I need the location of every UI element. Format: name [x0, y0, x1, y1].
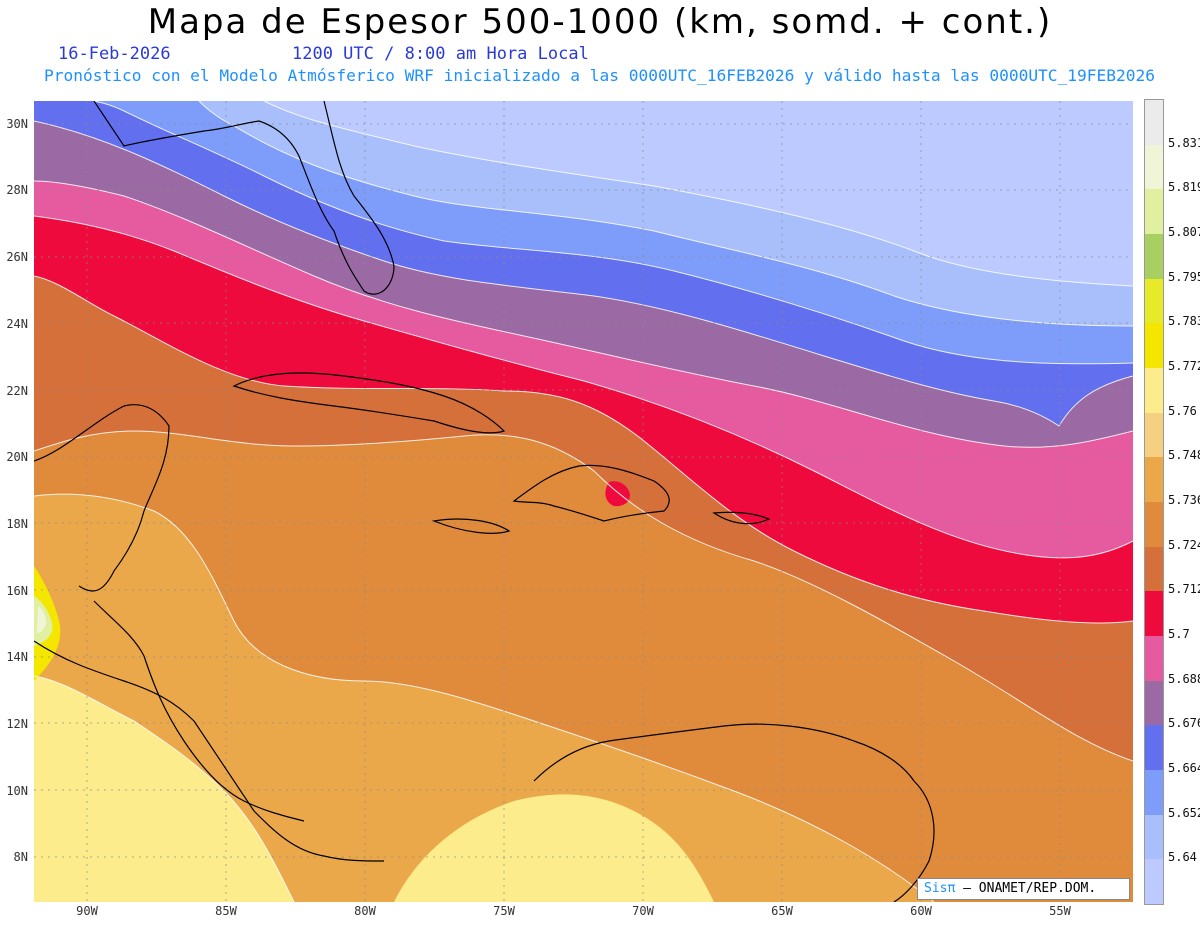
time-label: 1200 UTC / 8:00 am Hora Local [292, 44, 589, 64]
band-5748b [34, 494, 934, 902]
grid-lines [34, 101, 1133, 902]
band-5724 [34, 276, 1133, 761]
color-scale-label: 5.736 [1168, 493, 1200, 507]
date-label: 16-Feb-2026 [58, 44, 171, 64]
band-5712 [34, 216, 1133, 623]
color-scale-segment [1145, 144, 1163, 190]
puerto-rico-coast [712, 511, 771, 525]
lon-label: 85W [215, 904, 237, 918]
band-5640 [34, 101, 1133, 286]
forecast-label: Pronóstico con el Modelo Atmósferico WRF… [44, 66, 1156, 85]
lat-label: 20N [6, 450, 28, 464]
central-america-pacific [34, 640, 385, 862]
lat-label: 30N [6, 117, 28, 131]
color-scale-label: 5.795 [1168, 269, 1200, 284]
florida-coast [93, 101, 395, 295]
lon-label: 65W [771, 904, 793, 918]
color-scale-segment [1145, 859, 1163, 905]
color-scale-segment [1145, 502, 1163, 548]
color-scale-label: 5.76 [1168, 403, 1197, 418]
thickness-map [34, 101, 1133, 902]
yucatan-coast [34, 404, 170, 592]
band-5700 [34, 181, 1133, 558]
lat-label: 8N [13, 850, 28, 864]
band-5688 [34, 121, 1133, 448]
hispaniola-coast [512, 464, 670, 522]
lat-label: 24N [6, 317, 28, 331]
color-scale-label: 5.64 [1168, 850, 1197, 865]
lat-label: 26N [6, 250, 28, 264]
color-scale-segment [1145, 457, 1163, 503]
lat-label: 12N [6, 717, 28, 731]
lon-label: 55W [1049, 904, 1071, 918]
color-scale-segment [1145, 323, 1163, 369]
map-title: Mapa de Espesor 500-1000 (km, somd. + co… [147, 2, 1053, 42]
color-scale-segment [1145, 591, 1163, 637]
jamaica-coast [431, 518, 511, 534]
color-scale-label: 5.664 [1168, 761, 1200, 775]
color-scale-segment [1145, 770, 1163, 816]
band-5760-south [394, 794, 714, 902]
color-scale-label: 5.807 [1168, 225, 1200, 239]
band-5652 [34, 101, 1133, 326]
lon-label: 70W [632, 904, 654, 918]
band-5819 [37, 606, 46, 633]
lat-label: 16N [6, 584, 28, 598]
south-america-coast [533, 723, 935, 902]
lat-label: 10N [6, 784, 28, 798]
color-scale-segment [1145, 725, 1163, 771]
color-scale-segment [1145, 368, 1163, 414]
lon-label: 90W [76, 904, 98, 918]
credit-sis: Sisπ [924, 881, 956, 896]
color-scale-label: 5.7 [1168, 627, 1190, 641]
color-scale-segment [1145, 100, 1163, 146]
lon-label: 80W [354, 904, 376, 918]
band-5736 [34, 431, 1133, 902]
color-scale-label: 5.712 [1168, 582, 1200, 597]
map-canvas [34, 101, 1133, 902]
color-scale-segment [1145, 680, 1163, 726]
color-scale-label: 5.688 [1168, 671, 1200, 686]
credit-box: Sisπ – ONAMET/REP.DOM. [917, 878, 1130, 900]
lat-label: 18N [6, 517, 28, 531]
central-america-caribbean [93, 600, 305, 822]
contour-lines [34, 101, 1133, 902]
color-scale-bar [1144, 99, 1164, 905]
coastlines [34, 101, 935, 902]
color-scale-label: 5.819 [1168, 180, 1200, 195]
band-5664 [34, 101, 1133, 364]
credit-org: – ONAMET/REP.DOM. [963, 881, 1097, 896]
lat-label: 22N [6, 384, 28, 398]
color-scale-segment [1145, 234, 1163, 280]
color-scale-label: 5.783 [1168, 314, 1200, 329]
color-scale-label: 5.772 [1168, 359, 1200, 373]
color-scale-segment [1145, 546, 1163, 592]
color-scale-segment [1145, 412, 1163, 458]
color-scale-label: 5.676 [1168, 716, 1200, 731]
color-scale-segment [1145, 636, 1163, 682]
color-scale-segment [1145, 814, 1163, 860]
band-5760 [34, 676, 294, 902]
lat-label: 14N [6, 650, 28, 664]
band-5676 [34, 101, 1133, 426]
color-scale-label: 5.724 [1168, 537, 1200, 552]
color-scale-segment [1145, 278, 1163, 324]
color-scale-label: 5.748 [1168, 448, 1200, 463]
lat-label: 28N [6, 183, 28, 197]
cuba-coast [232, 372, 506, 434]
color-scale-label: 5.831 [1168, 135, 1200, 150]
color-scale-segment [1145, 189, 1163, 235]
lon-label: 60W [910, 904, 932, 918]
color-scale-label: 5.652 [1168, 805, 1200, 820]
lon-label: 75W [493, 904, 515, 918]
